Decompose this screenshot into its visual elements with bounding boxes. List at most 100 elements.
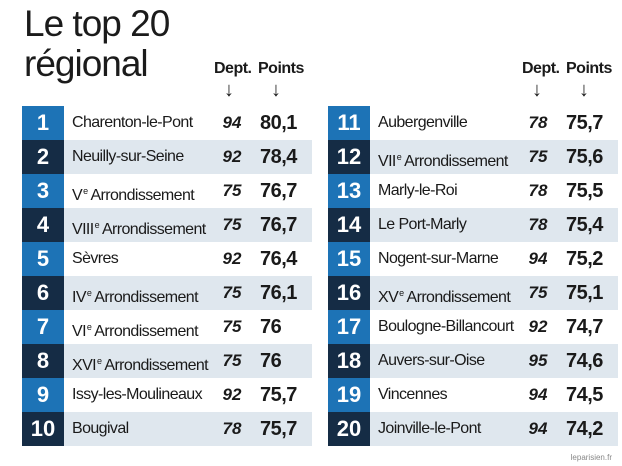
- ranking-row: 7 VIe Arrondissement 75 76: [22, 310, 312, 344]
- city-name: XVIe Arrondissement: [72, 344, 209, 378]
- city-name-text: VIII: [72, 221, 94, 238]
- dept-number: 92: [528, 317, 548, 336]
- city-name-rest: Arrondissement: [99, 221, 206, 238]
- city-name-text: Boulogne-Billancourt: [378, 318, 514, 335]
- points-value: 75,2: [566, 248, 603, 270]
- rank-badge: 9: [22, 378, 64, 412]
- rank-badge: 2: [22, 140, 64, 174]
- rank-badge: 20: [328, 412, 370, 446]
- rank-badge: 17: [328, 310, 370, 344]
- rank-badge: 4: [22, 208, 64, 242]
- points-value: 76,7: [260, 214, 297, 236]
- city-name-rest: Arrondissement: [401, 153, 508, 170]
- points-value: 75,7: [566, 112, 603, 134]
- points-value: 75,4: [566, 214, 603, 236]
- points-value: 75,1: [566, 282, 603, 304]
- dept-header: Dept.: [522, 60, 560, 77]
- ranking-list-right: 11 Aubergenville 78 75,7 12 VIIe Arrondisseme…: [328, 106, 618, 446]
- rank-badge: 14: [328, 208, 370, 242]
- rank-badge: 11: [328, 106, 370, 140]
- points-header: Points: [566, 60, 612, 77]
- city-name: Le Port-Marly: [378, 208, 467, 242]
- dept-number: 92: [222, 385, 242, 404]
- points-value: 74,2: [566, 418, 603, 440]
- title-line-1: Le top 20: [24, 3, 170, 44]
- city-name-text: VI: [72, 323, 87, 340]
- page-title: Le top 20 régional: [24, 4, 214, 84]
- dept-number: 75: [528, 147, 548, 166]
- city-name-text: XVI: [72, 357, 97, 374]
- city-name-text: XV: [378, 289, 399, 306]
- rank-badge: 16: [328, 276, 370, 310]
- points-value: 76: [260, 350, 282, 372]
- city-name: Auvers-sur-Oise: [378, 344, 485, 378]
- rank-badge: 6: [22, 276, 64, 310]
- city-name-text: Nogent-sur-Marne: [378, 250, 499, 267]
- points-value: 75,5: [566, 180, 603, 202]
- ordinal-suffix: e: [396, 152, 402, 162]
- city-name-rest: Arrondissement: [91, 323, 198, 340]
- ranking-row: 15 Nogent-sur-Marne 94 75,2: [328, 242, 618, 276]
- city-name: Nogent-sur-Marne: [378, 242, 499, 276]
- dept-header: Dept.: [214, 60, 252, 77]
- points-value: 75,7: [260, 384, 297, 406]
- ranking-row: 10 Bougival 78 75,7: [22, 412, 312, 446]
- city-name-text: V: [72, 187, 83, 204]
- points-value: 80,1: [260, 112, 297, 134]
- dept-number: 92: [222, 147, 242, 166]
- city-name-text: VII: [378, 153, 396, 170]
- points-arrow-icon: ↓: [271, 79, 281, 101]
- dept-number: 75: [222, 215, 242, 234]
- points-value: 76,4: [260, 248, 297, 270]
- ordinal-suffix: e: [86, 322, 92, 332]
- city-name-text: Auvers-sur-Oise: [378, 352, 485, 369]
- city-name: Vincennes: [378, 378, 448, 412]
- dept-number: 92: [222, 249, 242, 268]
- city-name-rest: Arrondissement: [403, 289, 511, 306]
- rank-badge: 12: [328, 140, 370, 174]
- points-value: 75,7: [260, 418, 297, 440]
- right-column-headers: Dept. ↓ Points ↓: [0, 60, 622, 106]
- source-credit: leparisien.fr: [570, 453, 612, 462]
- dept-number: 75: [528, 283, 548, 302]
- rank-badge: 15: [328, 242, 370, 276]
- dept-number: 94: [528, 249, 548, 268]
- city-name-rest: Arrondissement: [87, 187, 195, 204]
- ranking-row: 20 Joinville-le-Pont 94 74,2: [328, 412, 618, 446]
- city-name-text: Issy-les-Moulineaux: [72, 386, 203, 403]
- ranking-row: 3 Ve Arrondissement 75 76,7: [22, 174, 312, 208]
- ordinal-suffix: e: [83, 186, 88, 196]
- ranking-row: 8 XVIe Arrondissement 75 76: [22, 344, 312, 378]
- dept-arrow-icon: ↓: [532, 79, 542, 101]
- points-value: 76: [260, 316, 282, 338]
- ranking-list-left: 1 Charenton-le-Pont 94 80,1 2 Neuilly-sur-Sei…: [22, 106, 312, 446]
- title-line-2: régional: [24, 43, 149, 84]
- city-name-text: Vincennes: [378, 386, 448, 403]
- dept-number: 78: [528, 181, 548, 200]
- ordinal-suffix: e: [399, 288, 404, 298]
- dept-number: 95: [528, 351, 548, 370]
- dept-number: 94: [528, 419, 548, 438]
- dept-number: 75: [222, 181, 242, 200]
- points-value: 74,6: [566, 350, 603, 372]
- city-name: Boulogne-Billancourt: [378, 310, 514, 344]
- city-name-text: Joinville-le-Pont: [378, 420, 481, 437]
- city-name-text: Sèvres: [72, 250, 119, 267]
- rank-badge: 1: [22, 106, 64, 140]
- city-name: Charenton-le-Pont: [72, 106, 193, 140]
- city-name: Marly-le-Roi: [378, 174, 458, 208]
- city-name-rest: Arrondissement: [91, 289, 198, 306]
- dept-number: 75: [222, 317, 242, 336]
- city-name: Aubergenville: [378, 106, 468, 140]
- points-value: 74,5: [566, 384, 603, 406]
- city-name-rest: Arrondissement: [101, 357, 209, 374]
- city-name-text: IV: [72, 289, 87, 306]
- ranking-row: 12 VIIe Arrondissement 75 75,6: [328, 140, 618, 174]
- dept-number: 75: [222, 351, 242, 370]
- ranking-row: 11 Aubergenville 78 75,7: [328, 106, 618, 140]
- rank-badge: 3: [22, 174, 64, 208]
- ordinal-suffix: e: [97, 356, 102, 366]
- ranking-row: 16 XVe Arrondissement 75 75,1: [328, 276, 618, 310]
- dept-number: 94: [528, 385, 548, 404]
- city-name: VIIe Arrondissement: [378, 140, 508, 174]
